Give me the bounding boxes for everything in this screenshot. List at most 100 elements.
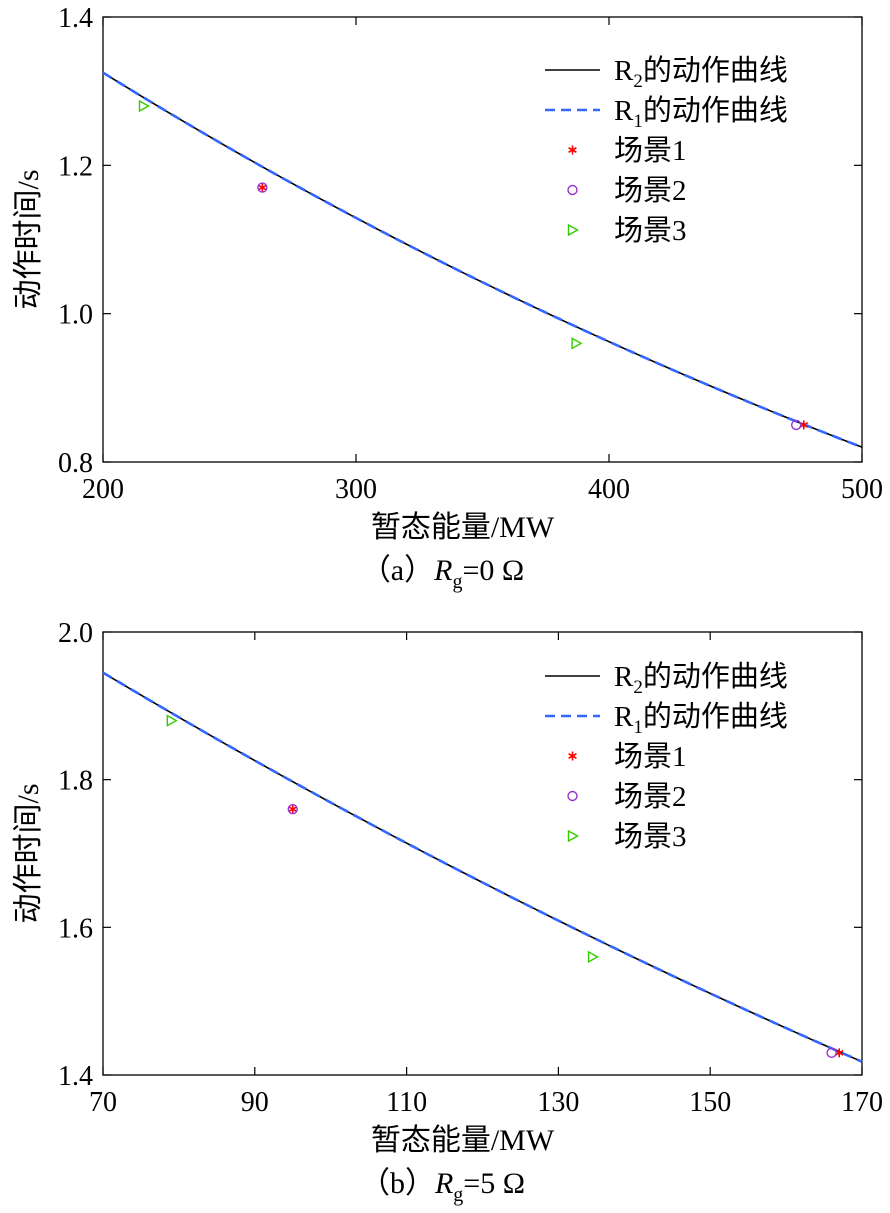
data-point	[587, 950, 599, 964]
legend-marker	[568, 145, 577, 155]
legend-name: 场景1	[614, 135, 687, 167]
chart-panel-1: 200 300 400 500 0.8 1.0 1.2 1.4 暂态能量/MW 动作时间/s （a）…	[12, 3, 883, 593]
chart-panel-2: 70 90 110 130 150 170 1.4 1.6 1.8 2.0 暂态能量/MW 动作时间/…	[12, 618, 883, 1206]
data-point	[834, 1048, 844, 1058]
series-line-R2	[102, 71, 863, 448]
legend-name-rest: 的动作曲线	[643, 660, 788, 693]
x-tick-label: 500	[841, 474, 883, 505]
y-axis-label: 动作时间/s	[12, 169, 45, 309]
caption-prefix: （a）	[361, 554, 434, 587]
legend-name: R	[614, 95, 634, 127]
x-tick-label: 300	[335, 474, 377, 505]
legend-entry-label: R2的动作曲线	[614, 660, 788, 698]
legend-entry-label: 场景1	[614, 135, 687, 167]
x-tick-label: 110	[386, 1087, 427, 1118]
data-point	[257, 182, 268, 193]
data-point	[166, 714, 178, 727]
caption-subscript: g	[453, 1184, 463, 1206]
caption-rest: =0 Ω	[462, 554, 524, 587]
y-tick-label: 1.6	[58, 913, 93, 944]
x-axis-label: 暂态能量/MW	[371, 511, 555, 544]
panel-caption: （b）Rg=5 Ω	[360, 1167, 525, 1206]
legend-name-subscript: 2	[633, 71, 643, 92]
x-tick-label: 170	[841, 1087, 883, 1118]
legend-entry-label: R1的动作曲线	[614, 700, 788, 738]
x-axis-label: 暂态能量/MW	[371, 1124, 555, 1157]
y-tick-label: 1.2	[58, 151, 93, 182]
data-point	[288, 804, 298, 814]
caption-rest: =5 Ω	[463, 1167, 525, 1200]
series-points-3	[138, 99, 583, 350]
legend-entry-label: 场景1	[614, 741, 687, 773]
x-tick-label: 130	[537, 1087, 579, 1118]
series-line-R1	[102, 671, 863, 1063]
legend-name-rest: 的动作曲线	[643, 94, 788, 127]
data-point	[799, 420, 809, 430]
caption-variable: R	[434, 1167, 453, 1200]
legend-name-subscript: 1	[633, 111, 643, 132]
data-point-stroke	[288, 806, 298, 813]
legend-name: R	[614, 55, 634, 87]
y-tick-label: 0.8	[58, 448, 93, 479]
data-point-stroke	[799, 421, 809, 428]
y-tick-label: 1.0	[58, 300, 93, 331]
x-tick-label: 90	[241, 1087, 269, 1118]
data-point	[287, 804, 298, 815]
legend-entry-label: 场景3	[614, 215, 687, 247]
legend-name-subscript: 2	[633, 677, 643, 698]
legend-name: R	[614, 661, 634, 693]
data-point	[571, 337, 583, 350]
legend-marker-stroke	[568, 753, 577, 759]
y-tick-label: 2.0	[58, 618, 93, 649]
legend-entry-label: R2的动作曲线	[614, 54, 788, 92]
legend-entry-label: 场景2	[614, 781, 687, 813]
legend-marker-stroke	[568, 147, 577, 153]
data-point	[791, 419, 802, 431]
panel-caption: （a）Rg=0 Ω	[361, 554, 524, 593]
legend-name-subscript: 1	[633, 717, 643, 738]
legend-entry-label: 场景3	[614, 821, 687, 853]
legend-entry-label: R1的动作曲线	[614, 94, 788, 132]
x-tick-label: 400	[588, 474, 630, 505]
y-tick-label: 1.4	[58, 1061, 93, 1092]
caption-variable: R	[433, 554, 452, 587]
plot-frame	[102, 16, 863, 463]
series-points-2	[257, 182, 802, 431]
series-points-3	[166, 714, 599, 964]
legend-name: R	[614, 701, 634, 733]
legend-name: 场景3	[614, 821, 687, 853]
series-points-1	[288, 804, 844, 1058]
plot-frame	[102, 631, 863, 1076]
y-tick-label: 1.8	[58, 766, 93, 797]
y-axis-label: 动作时间/s	[12, 783, 45, 923]
data-point	[826, 1047, 837, 1059]
legend-marker	[567, 790, 578, 802]
caption-subscript: g	[452, 571, 462, 593]
data-point-stroke	[834, 1049, 844, 1056]
legend-marker	[567, 223, 579, 237]
legend-entry-label: 场景2	[614, 175, 687, 207]
legend-marker	[567, 184, 578, 196]
data-point	[138, 99, 150, 113]
legend-name: 场景2	[614, 781, 687, 813]
legend-name: 场景2	[614, 175, 687, 207]
x-tick-label: 150	[689, 1087, 731, 1118]
data-point	[258, 183, 267, 193]
legend-name: 场景1	[614, 741, 687, 773]
legend-name-rest: 的动作曲线	[643, 54, 788, 87]
series-points-2	[287, 804, 837, 1059]
caption-prefix: （b）	[360, 1167, 435, 1200]
legend-marker	[567, 829, 579, 843]
legend-name: 场景3	[614, 215, 687, 247]
data-point-stroke	[258, 184, 267, 191]
series-line-R1	[102, 71, 863, 449]
legend-marker	[568, 751, 577, 761]
x-tick-label: 200	[82, 474, 124, 505]
x-tick-label: 70	[89, 1087, 117, 1118]
legend-name-rest: 的动作曲线	[643, 700, 788, 733]
series-points-1	[258, 183, 809, 430]
y-tick-label: 1.4	[58, 3, 93, 34]
